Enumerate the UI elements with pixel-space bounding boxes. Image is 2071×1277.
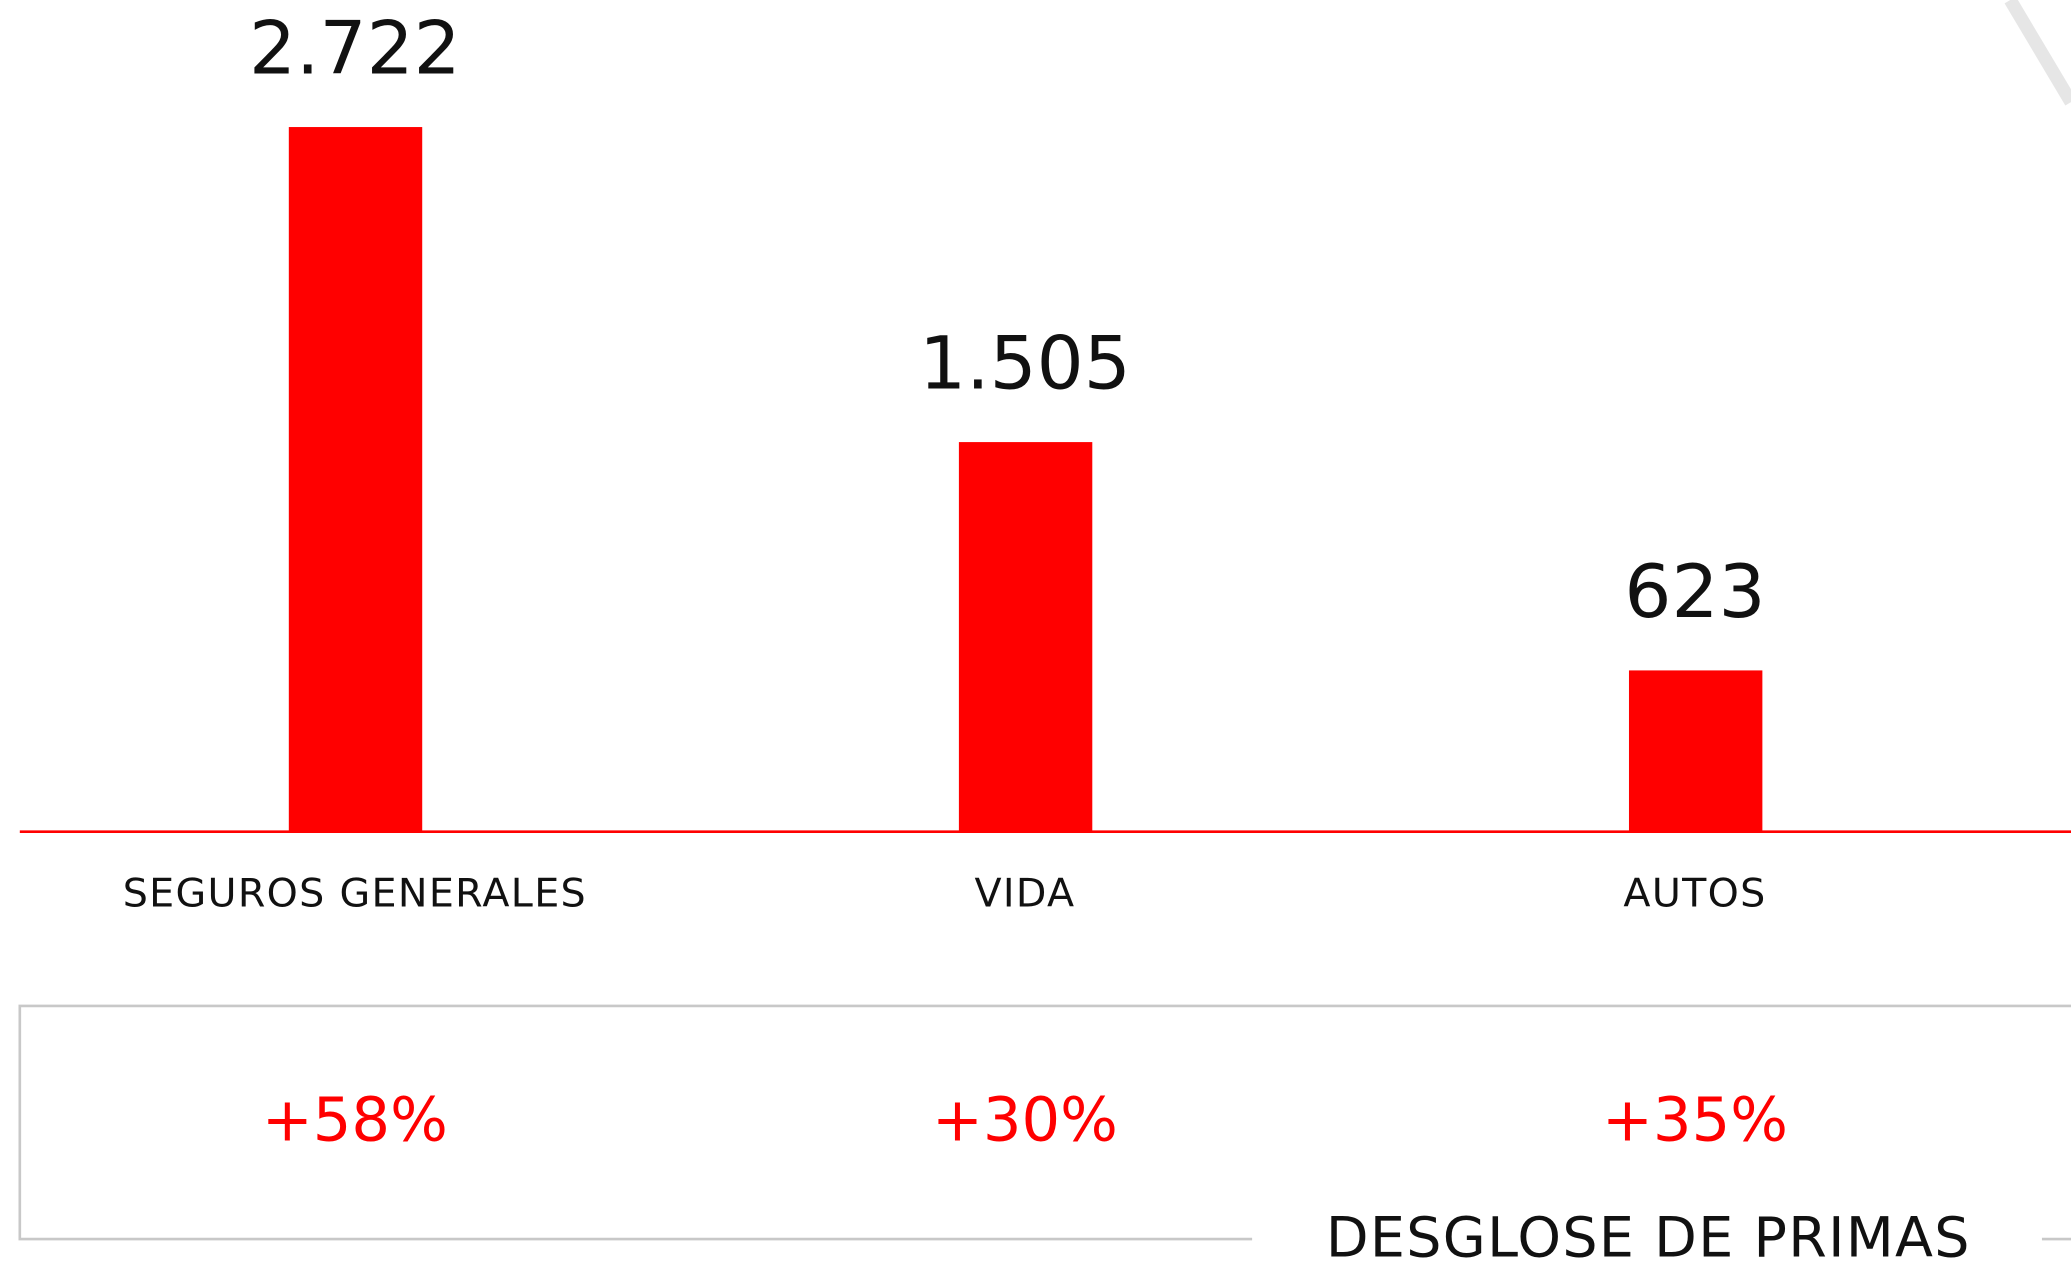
value-label: 1.505 (919, 322, 1131, 407)
change-box (18, 1004, 2071, 1241)
change-label: +58% (262, 1086, 448, 1156)
bar (288, 127, 423, 832)
x-tick-label: AUTOS (1623, 870, 1766, 916)
chart-title: DESGLOSE DE PRIMAS (1326, 1207, 1971, 1271)
value-label: 2.722 (249, 7, 461, 92)
x-tick-label: SEGUROS GENERALES (123, 870, 587, 916)
decor-line (2004, 0, 2071, 106)
bar (1628, 670, 1763, 832)
change-label: +30% (932, 1086, 1118, 1156)
value-label: 623 (1624, 550, 1765, 635)
bar (958, 442, 1093, 832)
x-tick-label: VIDA (974, 870, 1075, 916)
change-label: +35% (1602, 1086, 1788, 1156)
